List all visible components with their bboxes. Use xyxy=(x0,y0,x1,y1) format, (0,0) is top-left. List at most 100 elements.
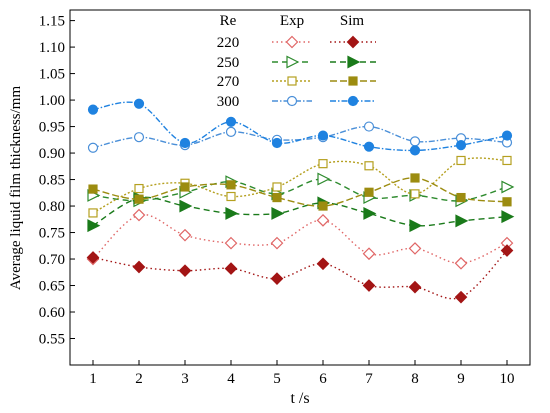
data-point xyxy=(502,155,512,166)
y-tick-label: 0.75 xyxy=(39,226,65,242)
data-point xyxy=(316,214,330,227)
data-point xyxy=(87,104,99,115)
y-tick-label: 0.95 xyxy=(39,120,65,136)
series-re300-sim xyxy=(87,98,513,156)
x-tick-label: 1 xyxy=(89,371,97,387)
data-point xyxy=(88,184,98,194)
data-point xyxy=(180,182,190,192)
y-tick-label: 1.15 xyxy=(39,14,65,30)
data-point xyxy=(454,290,468,304)
data-point xyxy=(455,140,467,151)
data-point xyxy=(132,208,146,222)
series-re270-sim xyxy=(88,173,512,211)
data-point xyxy=(409,136,421,147)
series-line xyxy=(92,157,508,214)
data-point xyxy=(134,183,144,194)
plot-frame xyxy=(69,9,531,366)
y-tick-label: 1.05 xyxy=(39,67,65,83)
y-tick-label: 0.55 xyxy=(39,332,65,348)
series-re220-sim xyxy=(86,244,514,304)
data-point xyxy=(317,172,331,186)
legend-marker xyxy=(285,35,299,49)
x-tick-label: 5 xyxy=(273,371,281,387)
y-tick-label: 0.65 xyxy=(39,279,65,295)
data-point xyxy=(226,191,236,202)
data-point xyxy=(363,206,377,220)
y-tick-label: 0.60 xyxy=(39,305,65,321)
data-point xyxy=(363,141,375,152)
data-point xyxy=(272,182,282,192)
data-point xyxy=(272,192,282,203)
series-line xyxy=(92,125,508,149)
legend-re-label: 220 xyxy=(217,35,240,51)
data-point xyxy=(454,256,468,270)
series-re270-exp xyxy=(88,155,512,218)
x-tick-label: 8 xyxy=(411,371,419,387)
x-tick-label: 10 xyxy=(500,371,515,387)
data-point xyxy=(224,236,238,250)
data-point xyxy=(133,132,145,143)
data-point xyxy=(409,145,421,156)
series-line xyxy=(92,178,508,202)
data-point xyxy=(455,214,469,228)
data-point xyxy=(87,142,99,153)
data-point xyxy=(501,130,513,141)
legend-marker xyxy=(346,35,360,49)
y-axis-label: Average liquid film thickness/mm xyxy=(8,86,24,291)
series-re220-exp xyxy=(86,208,514,270)
legend-re-label: 250 xyxy=(217,55,240,71)
data-point xyxy=(362,279,376,292)
data-point xyxy=(271,206,285,220)
data-point xyxy=(316,257,330,271)
data-point xyxy=(225,126,237,137)
data-point xyxy=(364,161,374,171)
data-point xyxy=(270,236,284,250)
series-line xyxy=(92,250,508,300)
data-point xyxy=(225,116,237,127)
data-point xyxy=(408,280,422,294)
data-point xyxy=(408,242,422,255)
data-point xyxy=(317,130,329,141)
series-re250-sim xyxy=(87,191,515,233)
data-point xyxy=(318,159,328,169)
data-point xyxy=(178,264,192,278)
legend-marker xyxy=(347,55,361,69)
y-axis: 0.55 0.60 0.65 0.70 0.75 0.80 0.85 0.90 0.95 1.00… xyxy=(39,14,75,348)
data-point xyxy=(502,197,512,207)
legend-header-exp: Exp xyxy=(280,13,304,29)
legend-re-label: 300 xyxy=(217,94,240,110)
series-re250-exp xyxy=(87,172,515,208)
y-tick-label: 1.10 xyxy=(39,40,65,56)
legend-marker xyxy=(347,95,359,107)
series-line xyxy=(92,213,508,264)
data-point xyxy=(87,219,101,233)
legend-header-sim: Sim xyxy=(340,13,365,29)
legend-marker xyxy=(287,76,297,86)
data-point xyxy=(179,199,193,213)
data-point xyxy=(132,260,146,274)
data-point xyxy=(226,180,236,190)
y-tick-label: 0.85 xyxy=(39,173,65,189)
legend-re-label: 270 xyxy=(217,74,240,90)
data-point xyxy=(178,228,192,242)
legend-header-re: Re xyxy=(220,13,237,29)
data-point xyxy=(224,262,238,275)
x-axis: 1 2 3 4 5 6 7 8 9 10 xyxy=(89,360,515,387)
legend-marker xyxy=(286,95,298,107)
x-axis-label: t /s xyxy=(290,390,309,407)
x-tick-label: 2 xyxy=(135,371,143,387)
data-point xyxy=(501,210,515,224)
data-point xyxy=(86,251,100,264)
series-line xyxy=(92,196,508,227)
data-point xyxy=(410,189,420,199)
y-tick-label: 1.00 xyxy=(39,93,65,109)
y-tick-label: 0.70 xyxy=(39,252,65,268)
data-point xyxy=(501,180,515,194)
data-point xyxy=(133,98,145,109)
data-point xyxy=(364,187,374,197)
data-point xyxy=(318,201,328,211)
data-point xyxy=(500,244,514,257)
series-line xyxy=(92,101,508,152)
x-tick-label: 4 xyxy=(227,371,235,387)
